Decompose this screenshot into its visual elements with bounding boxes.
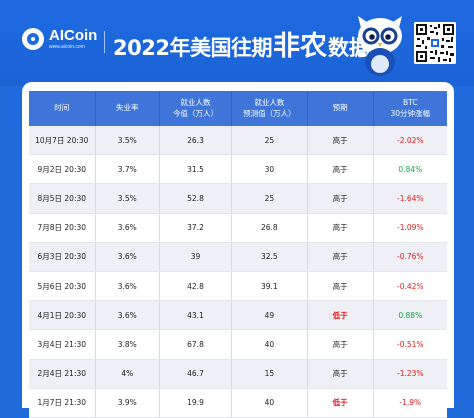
cell-btc-change: -1.9% xyxy=(373,388,447,418)
cell-expectation: 高于 xyxy=(307,183,374,214)
aicoin-logo-icon xyxy=(22,28,44,50)
data-card: 时间 失业率 就业人数 今值（万人） 就业人数 预测值（万人） 预期 BTC 30分钟… xyxy=(22,82,454,418)
header-btc-change: BTC 30分钟涨幅 xyxy=(373,91,447,126)
header-divider xyxy=(104,31,105,53)
cell-time: 2月4日 21:30 xyxy=(29,359,96,389)
cell-jobs-actual: 19.9 xyxy=(159,388,232,418)
cell-expectation: 高于 xyxy=(307,359,374,389)
cell-unemployment: 3.6% xyxy=(95,213,161,243)
cell-jobs-actual: 67.8 xyxy=(159,329,232,360)
cell-btc-change: -1.64% xyxy=(373,183,447,214)
table-row: 2月4日 21:30 4% 46.7 15 高于 -1.23% xyxy=(29,359,447,389)
cell-expectation: 高于 xyxy=(307,154,374,185)
brand-name: AICoin xyxy=(49,27,98,44)
cell-jobs-actual: 39 xyxy=(159,242,232,272)
cell-time: 3月4日 21:30 xyxy=(29,329,96,360)
cell-time: 7月8日 20:30 xyxy=(29,213,96,243)
qr-code-icon[interactable] xyxy=(414,22,456,64)
table-body: 10月7日 20:30 3.5% 26.3 25 高于 -2.02% 9月2日 20:30 3… xyxy=(29,126,447,418)
header-jobs-actual: 就业人数 今值（万人） xyxy=(159,91,232,126)
header-unemployment: 失业率 xyxy=(95,91,161,126)
cell-jobs-forecast: 15 xyxy=(231,359,308,389)
cell-jobs-actual: 31.5 xyxy=(159,154,232,185)
cell-unemployment: 3.6% xyxy=(95,300,161,331)
table-row: 7月8日 20:30 3.6% 37.2 26.8 高于 -1.09% xyxy=(29,213,447,243)
cell-jobs-forecast: 40 xyxy=(231,329,308,360)
cell-jobs-actual: 46.7 xyxy=(159,359,232,389)
cell-jobs-forecast: 26.8 xyxy=(231,213,308,243)
cell-time: 5月6日 20:30 xyxy=(29,271,96,302)
table-row: 5月6日 20:30 3.6% 42.8 39.1 高于 -0.42% xyxy=(29,271,447,302)
cell-btc-change: -0.76% xyxy=(373,242,447,272)
cell-btc-change: -1.09% xyxy=(373,213,447,243)
cell-unemployment: 3.9% xyxy=(95,388,161,418)
cell-btc-change: -0.51% xyxy=(373,329,447,360)
cell-btc-change: -0.42% xyxy=(373,271,447,302)
cell-unemployment: 3.7% xyxy=(95,154,161,185)
cell-time: 4月1日 20:30 xyxy=(29,300,96,331)
page-title: 2022年美国往期 非农 数据 xyxy=(113,24,370,63)
cell-expectation: 高于 xyxy=(307,242,374,272)
table-row: 4月1日 20:30 3.6% 43.1 49 低于 0.88% xyxy=(29,300,447,331)
table-row: 9月2日 20:30 3.7% 31.5 30 高于 0.84% xyxy=(29,154,447,185)
cell-jobs-actual: 52.8 xyxy=(159,183,232,214)
cell-expectation: 高于 xyxy=(307,329,374,360)
cell-time: 9月2日 20:30 xyxy=(29,154,96,185)
cell-jobs-actual: 42.8 xyxy=(159,271,232,302)
cell-time: 1月7日 21:30 xyxy=(29,388,96,418)
cell-jobs-forecast: 40 xyxy=(231,388,308,418)
table-row: 3月4日 21:30 3.8% 67.8 40 高于 -0.51% xyxy=(29,329,447,360)
cell-jobs-actual: 26.3 xyxy=(159,126,232,156)
cell-jobs-actual: 37.2 xyxy=(159,213,232,243)
cell-expectation: 低于 xyxy=(307,388,374,418)
table-header-row: 时间 失业率 就业人数 今值（万人） 就业人数 预测值（万人） 预期 BTC 30分钟… xyxy=(29,91,447,126)
cell-jobs-forecast: 30 xyxy=(231,154,308,185)
cell-unemployment: 3.6% xyxy=(95,242,161,272)
cell-unemployment: 3.8% xyxy=(95,329,161,360)
cell-expectation: 高于 xyxy=(307,126,374,156)
cell-expectation: 低于 xyxy=(307,300,374,331)
table-row: 6月3日 20:30 3.6% 39 32.5 高于 -0.76% xyxy=(29,242,447,272)
cell-jobs-forecast: 49 xyxy=(231,300,308,331)
header-jobs-forecast: 就业人数 预测值（万人） xyxy=(231,91,308,126)
owl-mascot-icon xyxy=(358,16,402,76)
table-row: 10月7日 20:30 3.5% 26.3 25 高于 -2.02% xyxy=(29,126,447,156)
cell-unemployment: 3.5% xyxy=(95,183,161,214)
cell-jobs-forecast: 32.5 xyxy=(231,242,308,272)
page-header: AICoin www.aicoin.com 2022年美国往期 非农 数据 xyxy=(0,0,474,86)
cell-time: 8月5日 20:30 xyxy=(29,183,96,214)
cell-time: 6月3日 20:30 xyxy=(29,242,96,272)
cell-expectation: 高于 xyxy=(307,271,374,302)
header-time: 时间 xyxy=(29,91,96,126)
cell-jobs-forecast: 39.1 xyxy=(231,271,308,302)
title-prefix: 2022年美国往期 xyxy=(113,36,272,60)
brand-url: www.aicoin.com xyxy=(49,44,85,50)
nonfarm-table: 时间 失业率 就业人数 今值（万人） 就业人数 预测值（万人） 预期 BTC 30分钟… xyxy=(29,91,447,418)
cell-time: 10月7日 20:30 xyxy=(29,126,96,156)
header-expectation: 预期 xyxy=(307,91,374,126)
cell-btc-change: 0.88% xyxy=(373,300,447,331)
table-row: 1月7日 21:30 3.9% 19.9 40 低于 -1.9% xyxy=(29,388,447,418)
title-emphasis: 非农 xyxy=(272,31,327,62)
cell-jobs-forecast: 25 xyxy=(231,126,308,156)
cell-btc-change: -2.02% xyxy=(373,126,447,156)
cell-jobs-forecast: 25 xyxy=(231,183,308,214)
cell-jobs-actual: 43.1 xyxy=(159,300,232,331)
cell-unemployment: 4% xyxy=(95,359,161,389)
cell-btc-change: -1.23% xyxy=(373,359,447,389)
brand-logo: AICoin www.aicoin.com xyxy=(22,28,97,50)
cell-expectation: 高于 xyxy=(307,213,374,243)
cell-unemployment: 3.6% xyxy=(95,271,161,302)
cell-btc-change: 0.84% xyxy=(373,154,447,185)
table-row: 8月5日 20:30 3.5% 52.8 25 高于 -1.64% xyxy=(29,183,447,214)
cell-unemployment: 3.5% xyxy=(95,126,161,156)
